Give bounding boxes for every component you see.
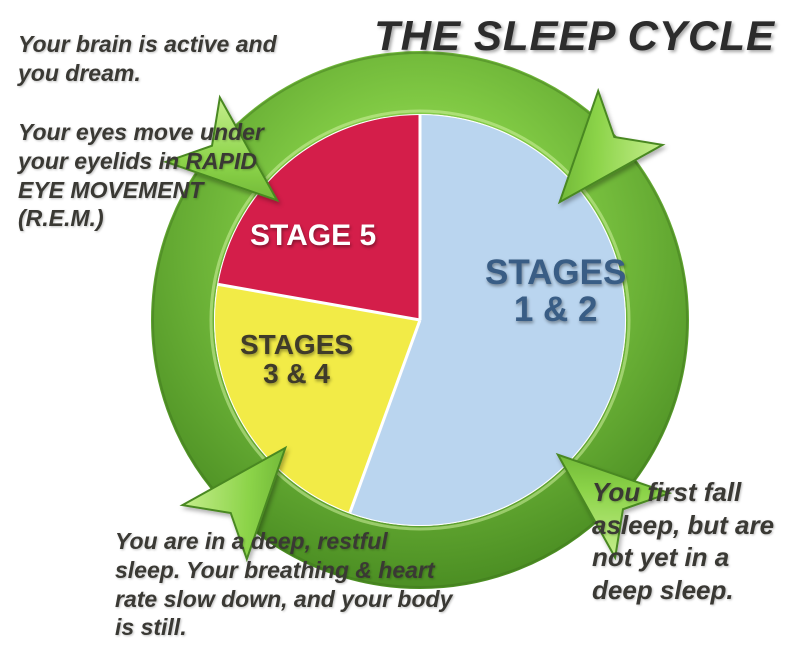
infographic-canvas: THE SLEEP CYCLE Your brain is active and…	[0, 0, 810, 656]
desc-stage5-a: Your brain is active and you dream.	[18, 30, 318, 88]
label-stage5: STAGE 5	[250, 220, 376, 252]
desc-stage12: You first fall asleep, but are not yet i…	[592, 476, 782, 606]
desc-stage5-b: Your eyes move under your eyelids in RAP…	[18, 118, 278, 233]
infographic-title: THE SLEEP CYCLE	[374, 12, 775, 60]
label-stage12: STAGES1 & 2	[485, 255, 626, 329]
label-stage34: STAGES3 & 4	[240, 330, 353, 389]
desc-stage34: You are in a deep, restful sleep. Your b…	[115, 527, 455, 642]
